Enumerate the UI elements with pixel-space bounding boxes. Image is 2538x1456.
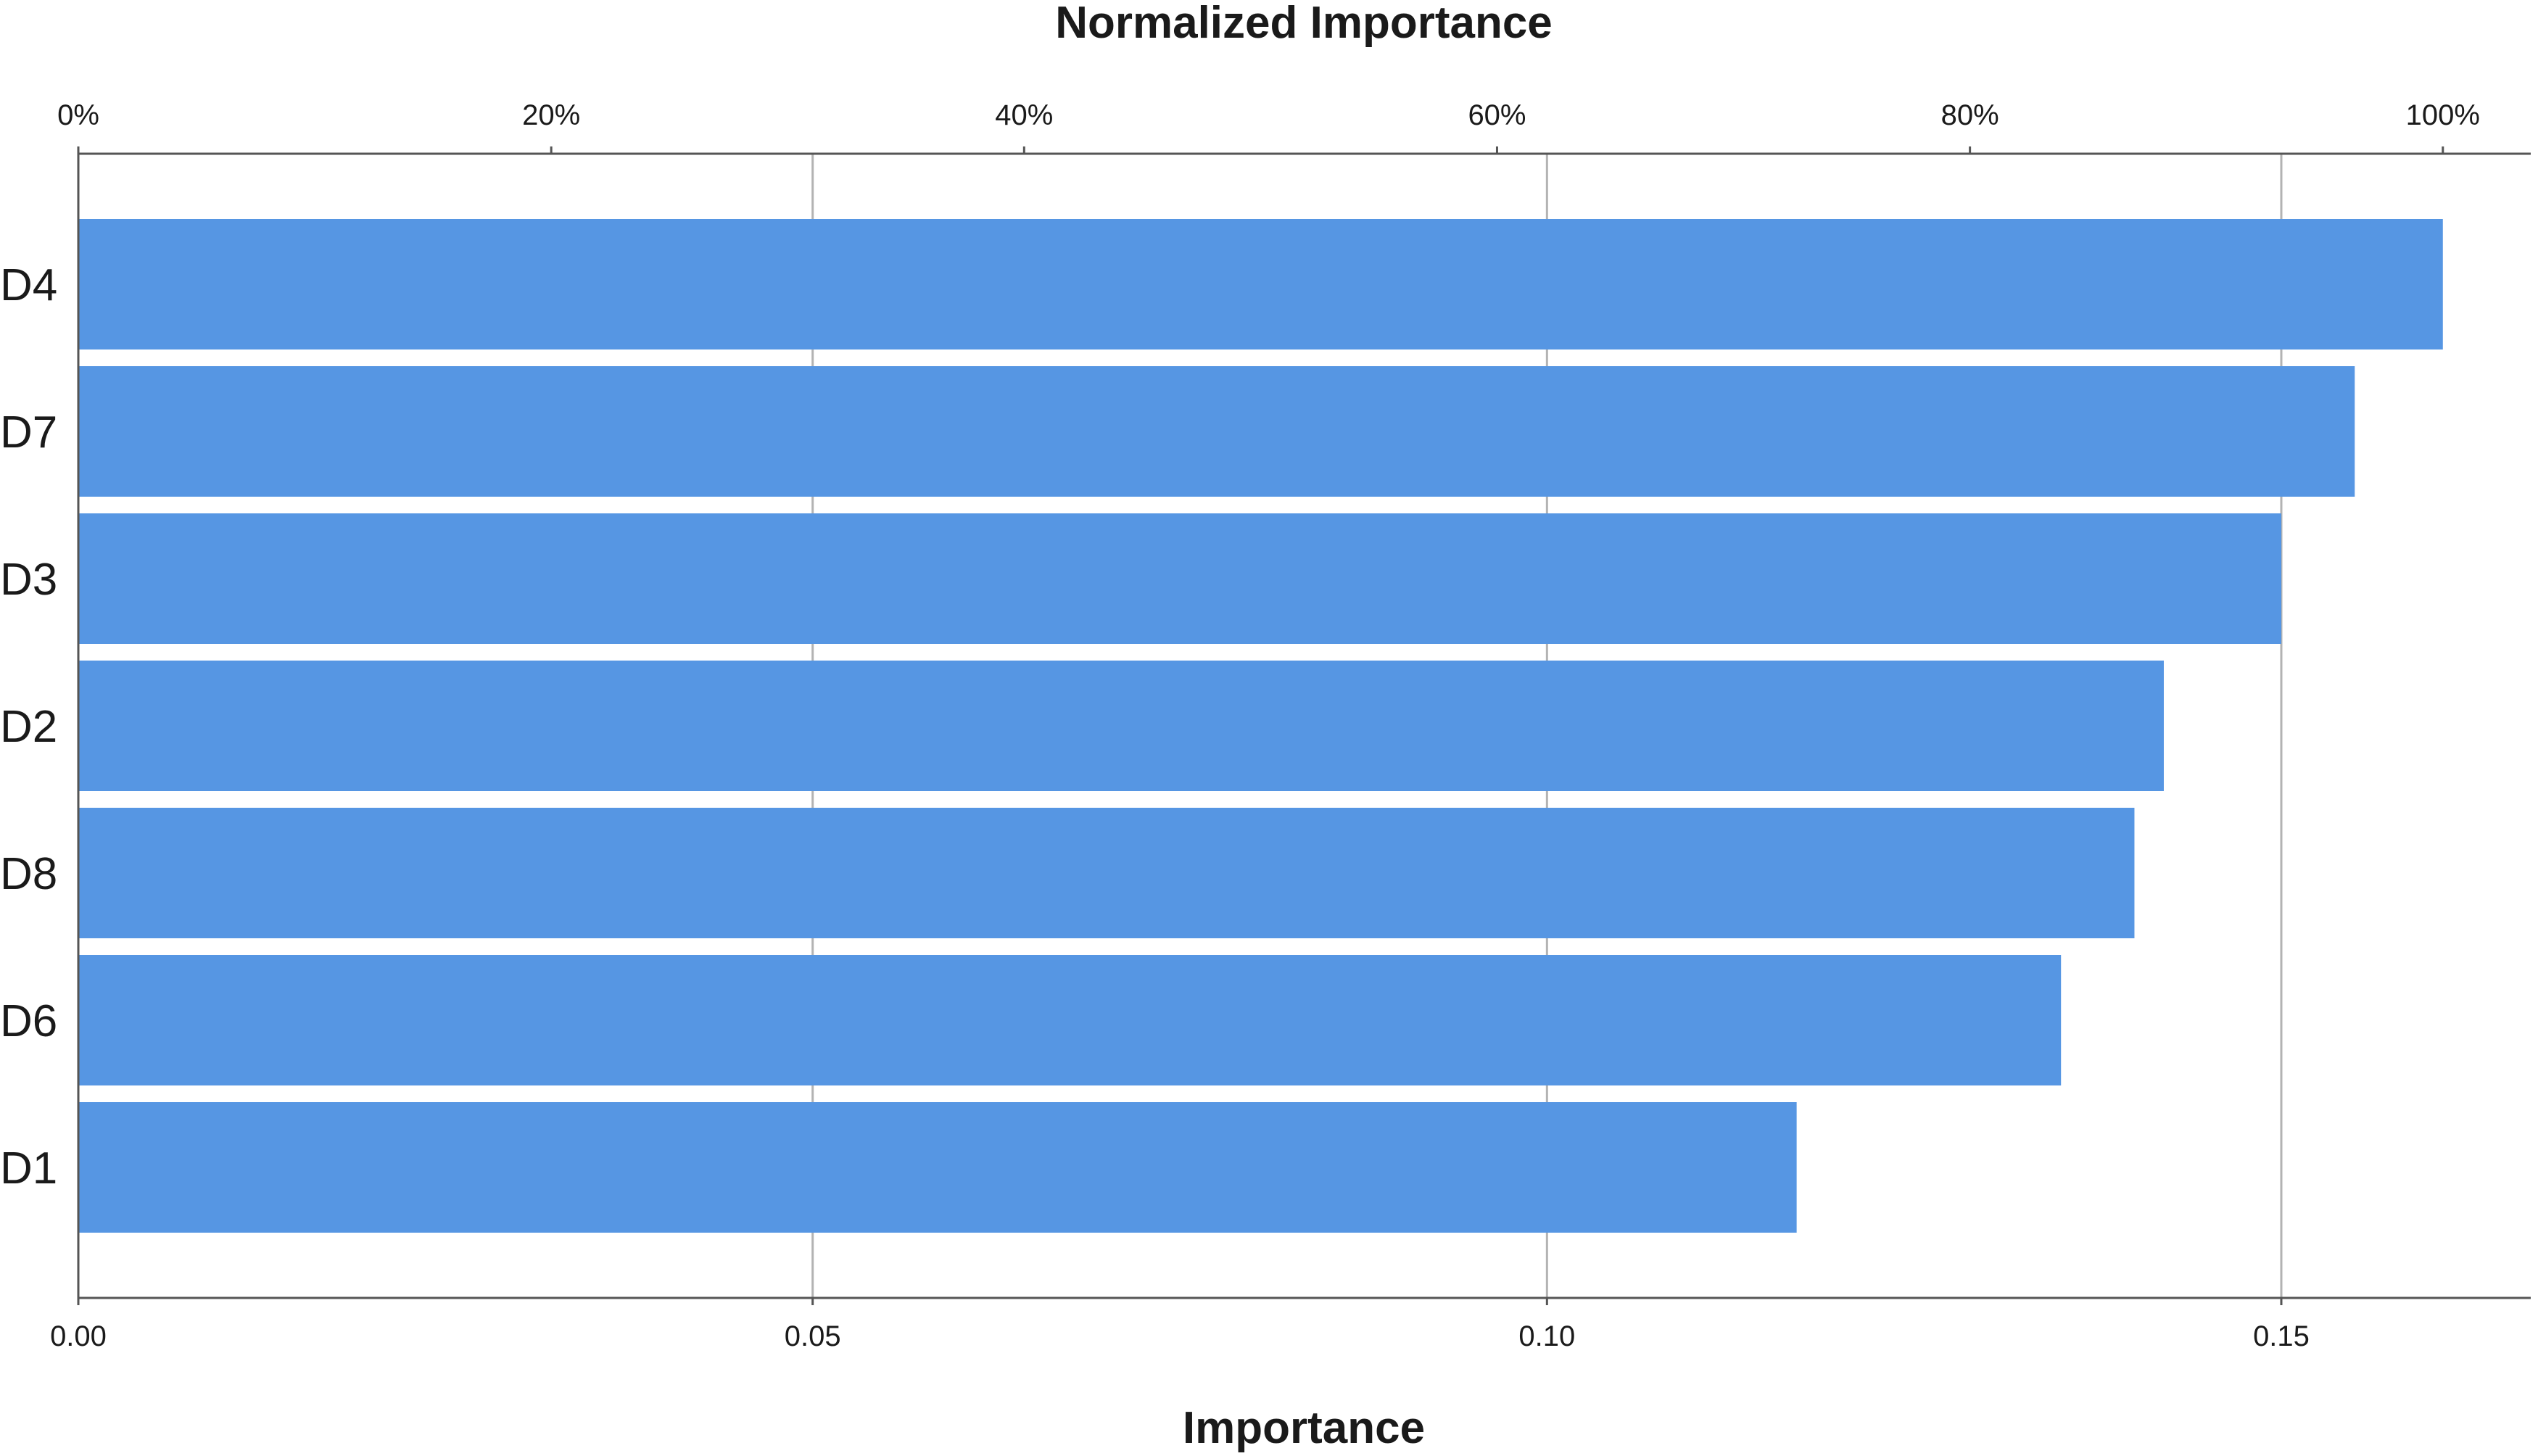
top-tick-label: 40% (995, 99, 1053, 131)
bar-d8 (78, 808, 2135, 938)
category-label-d2: D2 (0, 702, 57, 752)
bar-d4 (78, 219, 2443, 349)
bar-d2 (78, 661, 2164, 791)
bottom-tick-label: 0.10 (1518, 1320, 1575, 1352)
top-tick-label: 100% (2406, 99, 2480, 131)
bottom-tick-label: 0.05 (785, 1320, 841, 1352)
bar-d1 (78, 1102, 1797, 1233)
bar-d6 (78, 955, 2062, 1085)
category-label-d1: D1 (0, 1143, 57, 1194)
category-labels: D4 D7 D3 D2 D8 D6 D1 (0, 260, 57, 1194)
bars (78, 219, 2443, 1233)
bar-d3 (78, 513, 2281, 644)
axes (77, 152, 2531, 1299)
bottom-axis-title: Importance (1183, 1403, 1425, 1453)
category-label-d4: D4 (0, 260, 57, 310)
category-label-d7: D7 (0, 408, 57, 458)
bar-d7 (78, 366, 2355, 497)
top-tick-label: 60% (1468, 99, 1526, 131)
category-label-d6: D6 (0, 996, 57, 1046)
bottom-tick-label: 0.15 (2253, 1320, 2310, 1352)
category-label-d8: D8 (0, 849, 57, 899)
top-axis-title: Normalized Importance (1055, 0, 1553, 48)
bottom-axis-ticks: 0.00 0.05 0.10 0.15 (50, 1298, 2310, 1352)
top-tick-label: 0% (57, 99, 99, 131)
bottom-tick-label: 0.00 (50, 1320, 107, 1352)
top-axis-ticks: 0% 20% 40% 60% 80% 100% (57, 99, 2480, 154)
top-tick-label: 80% (1941, 99, 1999, 131)
top-tick-label: 20% (522, 99, 580, 131)
category-label-d3: D3 (0, 555, 57, 605)
